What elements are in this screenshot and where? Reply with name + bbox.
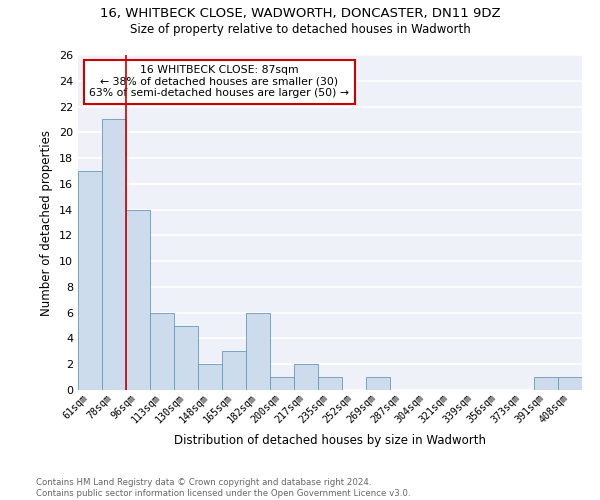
Bar bbox=[294, 364, 318, 390]
Bar bbox=[534, 377, 558, 390]
Bar bbox=[270, 377, 294, 390]
Text: Size of property relative to detached houses in Wadworth: Size of property relative to detached ho… bbox=[130, 22, 470, 36]
Bar bbox=[318, 377, 342, 390]
Bar bbox=[126, 210, 150, 390]
Bar bbox=[222, 352, 246, 390]
Bar bbox=[102, 120, 126, 390]
Text: 16 WHITBECK CLOSE: 87sqm
← 38% of detached houses are smaller (30)
63% of semi-d: 16 WHITBECK CLOSE: 87sqm ← 38% of detach… bbox=[89, 65, 349, 98]
Bar bbox=[198, 364, 222, 390]
Bar bbox=[78, 171, 102, 390]
Text: 16, WHITBECK CLOSE, WADWORTH, DONCASTER, DN11 9DZ: 16, WHITBECK CLOSE, WADWORTH, DONCASTER,… bbox=[100, 8, 500, 20]
Bar bbox=[246, 312, 270, 390]
Bar bbox=[150, 312, 174, 390]
Text: Contains HM Land Registry data © Crown copyright and database right 2024.
Contai: Contains HM Land Registry data © Crown c… bbox=[36, 478, 410, 498]
Y-axis label: Number of detached properties: Number of detached properties bbox=[40, 130, 53, 316]
X-axis label: Distribution of detached houses by size in Wadworth: Distribution of detached houses by size … bbox=[174, 434, 486, 446]
Bar bbox=[174, 326, 198, 390]
Bar bbox=[366, 377, 390, 390]
Bar bbox=[558, 377, 582, 390]
